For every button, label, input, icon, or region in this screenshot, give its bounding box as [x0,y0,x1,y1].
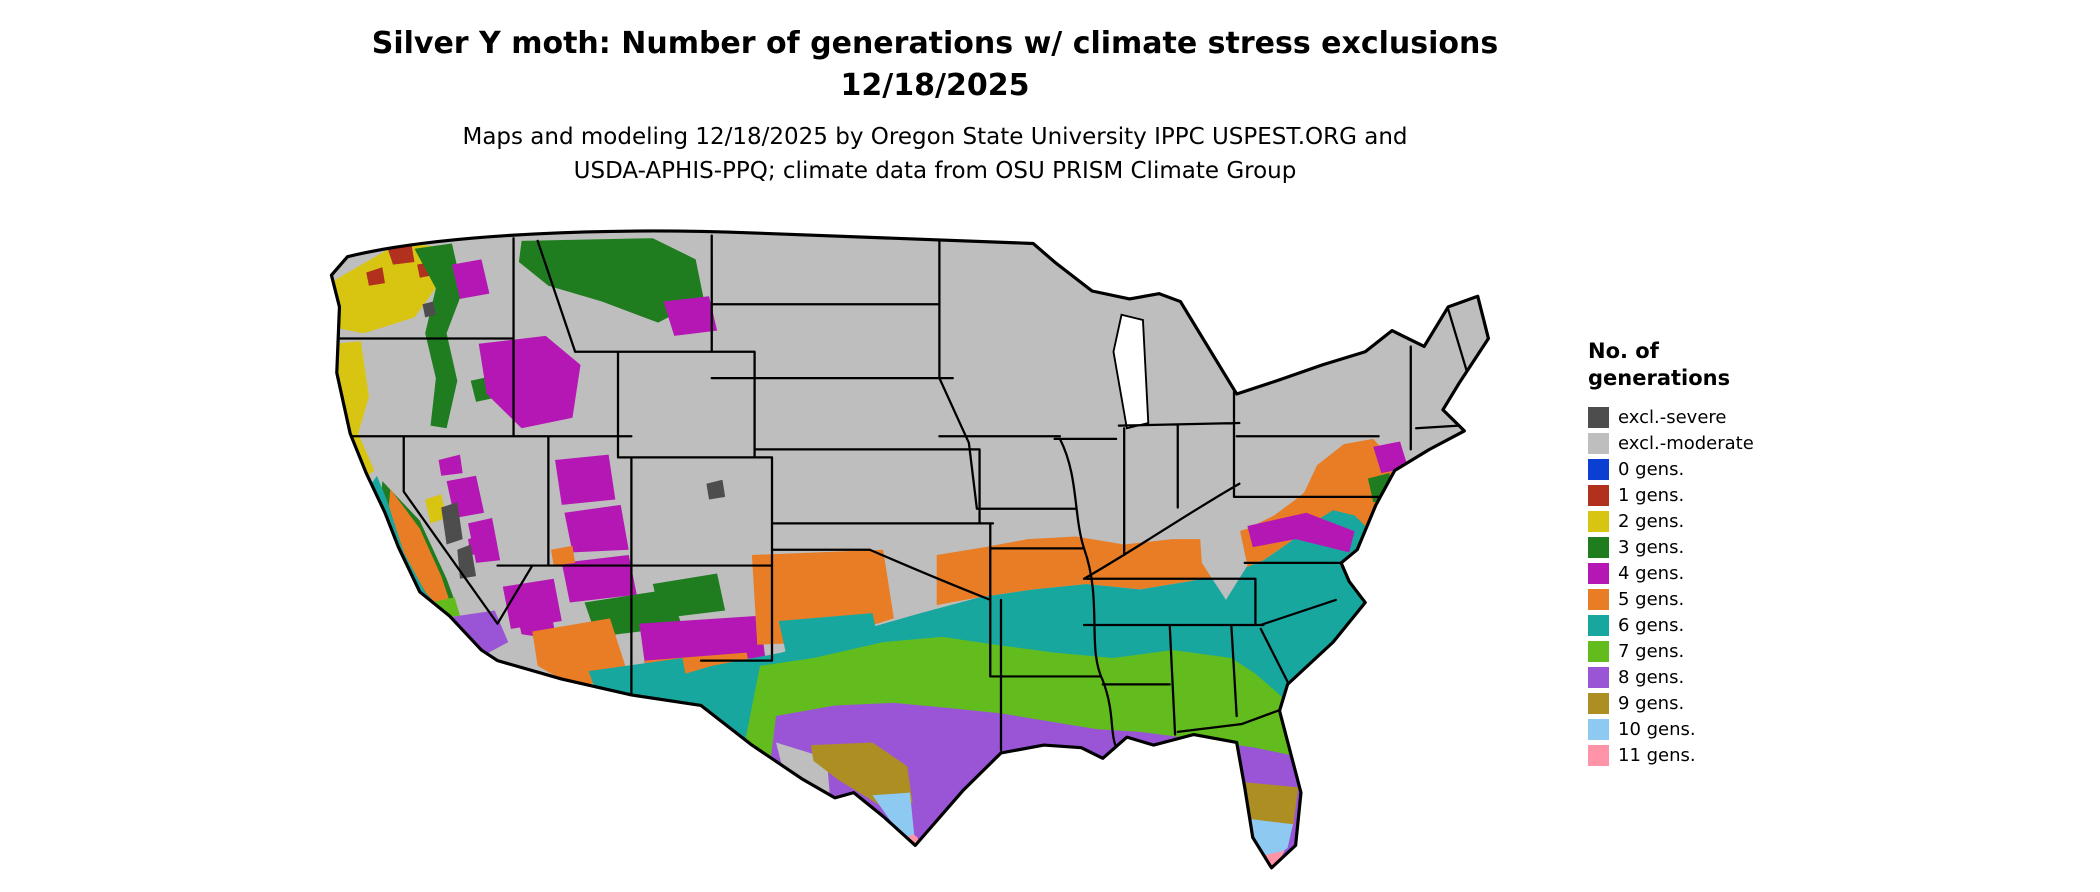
legend-swatch [1588,562,1609,584]
legend-item: 5 gens. [1588,586,1818,612]
page-title: Silver Y moth: Number of generations w/ … [371,26,1499,61]
legend-label: 5 gens. [1618,588,1685,610]
legend-label: 10 gens. [1618,718,1696,740]
credit-line-1: Maps and modeling 12/18/2025 by Oregon S… [462,124,1408,150]
legend-swatch [1588,640,1609,662]
legend-item: 1 gens. [1588,482,1818,508]
map-svg [329,229,1491,870]
zone-5-gens-band [936,486,1355,606]
legend-swatch [1588,536,1609,558]
legend-item: excl.-moderate [1588,430,1818,456]
zone-9-gens [810,742,1299,827]
zone-excl-severe [422,301,726,579]
legend-item: 7 gens. [1588,638,1818,664]
legend-item: 11 gens. [1588,742,1818,768]
legend-item: 0 gens. [1588,456,1818,482]
us-choropleth-map [310,225,1542,885]
legend-item: 9 gens. [1588,690,1818,716]
zone-4-gens-east [1247,441,1409,553]
legend-swatch [1588,718,1609,740]
zone-8-gens-west [441,610,509,658]
legend-label: 4 gens. [1618,562,1685,584]
legend-title-line2: generations [1588,366,1731,390]
legend-swatch [1588,744,1609,766]
legend-swatch [1588,458,1609,480]
legend-label: 8 gens. [1618,666,1685,688]
legend-title: No. of generations [1588,338,1818,392]
us-outline [329,229,1491,870]
legend-item: 2 gens. [1588,508,1818,534]
legend-item: 6 gens. [1588,612,1818,638]
credit-line-2: USDA-APHIS-PPQ; climate data from OSU PR… [573,158,1297,184]
legend-label: 1 gens. [1618,484,1685,506]
legend-label: 9 gens. [1618,692,1685,714]
zone-2-gens-west [331,243,447,524]
legend-label: 3 gens. [1618,536,1685,558]
legend-label: excl.-severe [1618,406,1727,428]
legend-label: 11 gens. [1618,744,1696,766]
legend-swatch [1588,588,1609,610]
zone-11-gens [907,834,1285,868]
zone-4-gens-west [438,259,766,664]
legend-label: 2 gens. [1618,510,1685,532]
legend-label: excl.-moderate [1618,432,1754,454]
legend-label: 0 gens. [1618,458,1685,480]
map-zones [331,231,1489,868]
legend-swatch [1588,614,1609,636]
map-legend: No. of generations excl.-severe excl.-mo… [1588,338,1818,768]
page-title-date: 12/18/2025 [840,68,1030,103]
legend-item: 10 gens. [1588,716,1818,742]
legend-item: excl.-severe [1588,404,1818,430]
legend-label: 7 gens. [1618,640,1685,662]
legend-swatch [1588,666,1609,688]
legend-title-line1: No. of [1588,339,1659,363]
legend-item: 4 gens. [1588,560,1818,586]
legend-item: 3 gens. [1588,534,1818,560]
legend-swatch [1588,432,1609,454]
legend-item: 8 gens. [1588,664,1818,690]
legend-swatch [1588,510,1609,532]
legend-swatch [1588,406,1609,428]
legend-label: 6 gens. [1618,614,1685,636]
legend-swatch [1588,692,1609,714]
legend-swatch [1588,484,1609,506]
state-borders [331,234,1471,755]
